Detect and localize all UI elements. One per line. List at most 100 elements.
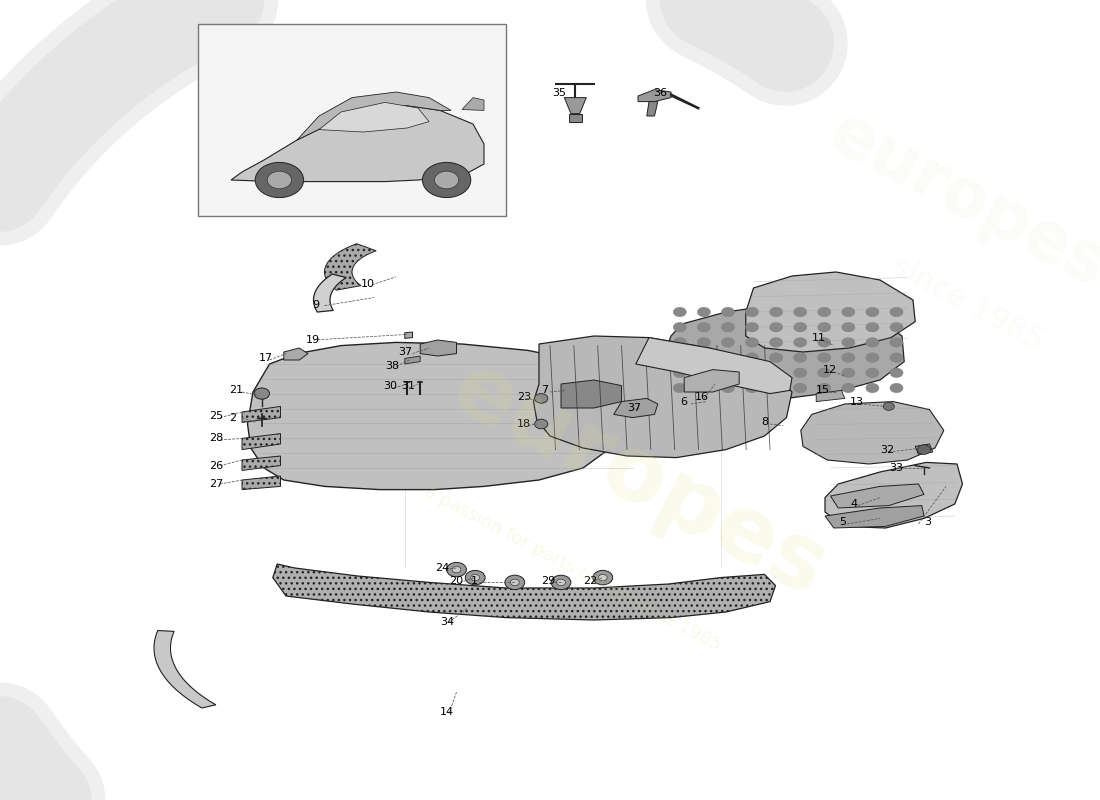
Circle shape xyxy=(673,307,686,317)
Polygon shape xyxy=(405,356,420,364)
Polygon shape xyxy=(324,244,376,290)
Circle shape xyxy=(697,338,711,347)
Circle shape xyxy=(510,579,519,586)
Polygon shape xyxy=(284,348,308,360)
Text: 1: 1 xyxy=(471,576,477,586)
Text: 3: 3 xyxy=(924,518,931,527)
Circle shape xyxy=(697,322,711,332)
Polygon shape xyxy=(825,506,924,528)
Polygon shape xyxy=(242,456,280,470)
Text: 23: 23 xyxy=(517,392,531,402)
Circle shape xyxy=(770,353,783,362)
Text: 29: 29 xyxy=(541,576,556,586)
Text: 12: 12 xyxy=(823,366,837,375)
Circle shape xyxy=(697,353,711,362)
Circle shape xyxy=(793,368,806,378)
Text: 20: 20 xyxy=(449,576,463,586)
Circle shape xyxy=(673,353,686,362)
Polygon shape xyxy=(746,272,915,352)
Text: 24: 24 xyxy=(436,563,450,573)
Circle shape xyxy=(793,383,806,393)
Text: 6: 6 xyxy=(680,398,686,407)
Circle shape xyxy=(770,383,783,393)
Circle shape xyxy=(746,383,759,393)
Circle shape xyxy=(598,574,607,581)
Text: 30: 30 xyxy=(383,382,397,391)
Circle shape xyxy=(673,338,686,347)
Circle shape xyxy=(746,368,759,378)
Circle shape xyxy=(722,383,735,393)
Circle shape xyxy=(422,162,471,198)
Circle shape xyxy=(842,368,855,378)
Polygon shape xyxy=(534,336,792,458)
Text: 21: 21 xyxy=(229,386,243,395)
Circle shape xyxy=(697,368,711,378)
Polygon shape xyxy=(561,380,621,408)
Circle shape xyxy=(746,338,759,347)
Polygon shape xyxy=(462,98,484,110)
Text: 7: 7 xyxy=(541,386,548,395)
Polygon shape xyxy=(314,274,346,312)
Polygon shape xyxy=(647,102,658,116)
Circle shape xyxy=(842,307,855,317)
Polygon shape xyxy=(242,406,280,422)
Circle shape xyxy=(866,338,879,347)
Text: 13: 13 xyxy=(850,398,865,407)
Text: 27: 27 xyxy=(209,479,223,489)
Circle shape xyxy=(722,307,735,317)
Circle shape xyxy=(255,162,304,198)
Circle shape xyxy=(917,445,931,454)
Polygon shape xyxy=(154,630,216,708)
Polygon shape xyxy=(830,484,924,508)
Polygon shape xyxy=(564,98,586,114)
Circle shape xyxy=(817,338,830,347)
Polygon shape xyxy=(636,338,792,394)
Circle shape xyxy=(866,322,879,332)
Circle shape xyxy=(770,322,783,332)
Text: 2: 2 xyxy=(229,414,235,423)
Text: 17: 17 xyxy=(258,354,273,363)
Circle shape xyxy=(890,322,903,332)
Text: 26: 26 xyxy=(209,461,223,470)
Circle shape xyxy=(452,566,461,573)
Circle shape xyxy=(890,368,903,378)
Circle shape xyxy=(746,307,759,317)
Text: 14: 14 xyxy=(440,707,454,717)
Polygon shape xyxy=(242,434,280,450)
Polygon shape xyxy=(666,304,904,398)
Circle shape xyxy=(722,322,735,332)
Text: 25: 25 xyxy=(209,411,223,421)
Text: 22: 22 xyxy=(583,576,597,586)
Polygon shape xyxy=(248,342,638,490)
Circle shape xyxy=(770,338,783,347)
Polygon shape xyxy=(816,390,845,402)
Circle shape xyxy=(890,353,903,362)
Text: europes: europes xyxy=(436,345,840,615)
Circle shape xyxy=(770,307,783,317)
Circle shape xyxy=(866,353,879,362)
Circle shape xyxy=(505,575,525,590)
Text: 9: 9 xyxy=(312,300,319,310)
Polygon shape xyxy=(569,114,582,122)
Circle shape xyxy=(866,368,879,378)
Circle shape xyxy=(793,353,806,362)
Circle shape xyxy=(883,402,894,410)
Circle shape xyxy=(866,307,879,317)
Polygon shape xyxy=(801,402,944,464)
Polygon shape xyxy=(684,370,739,392)
Circle shape xyxy=(890,338,903,347)
Polygon shape xyxy=(242,476,280,490)
Circle shape xyxy=(746,322,759,332)
Circle shape xyxy=(465,570,485,585)
Text: 38: 38 xyxy=(385,361,399,370)
Polygon shape xyxy=(420,340,456,356)
Circle shape xyxy=(673,368,686,378)
Circle shape xyxy=(434,171,459,189)
Text: 28: 28 xyxy=(209,434,223,443)
Text: 37: 37 xyxy=(627,403,641,413)
Text: 35: 35 xyxy=(552,88,565,98)
Circle shape xyxy=(890,383,903,393)
Text: 18: 18 xyxy=(517,419,531,429)
Circle shape xyxy=(697,383,711,393)
Circle shape xyxy=(793,307,806,317)
